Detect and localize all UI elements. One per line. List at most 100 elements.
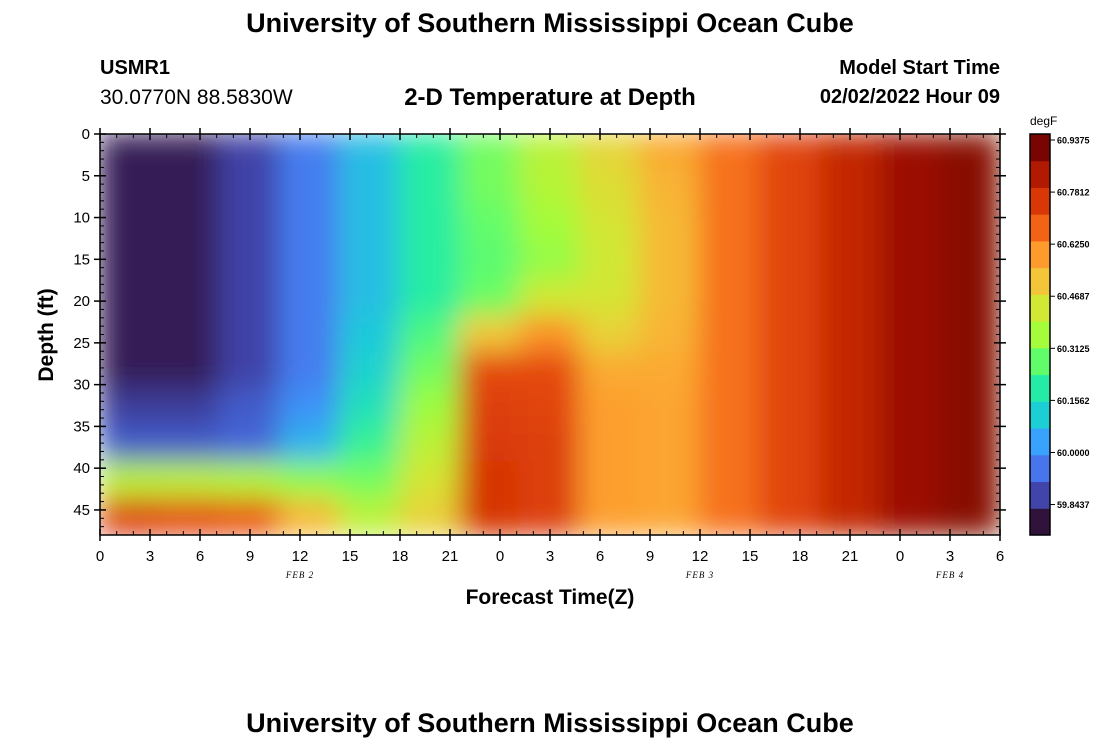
heatmap-cell [100, 497, 161, 535]
x-axis-label: Forecast Time(Z) [466, 586, 635, 609]
model-start-time: 02/02/2022 Hour 09 [819, 86, 1000, 108]
heatmap-cell [939, 134, 1000, 172]
y-tick-label: 10 [73, 210, 90, 227]
colorbar-swatch [1030, 240, 1050, 269]
heatmap-cell [879, 205, 941, 245]
heatmap-cell [219, 497, 281, 535]
heatmap-cell [639, 134, 701, 172]
chart-title: University of Southern Mississippi Ocean… [246, 8, 854, 38]
x-tick-label: 15 [342, 548, 359, 565]
colorbar-label: 60.3125 [1057, 344, 1090, 354]
colorbar-frame [1029, 133, 1051, 536]
heatmap-cell [339, 497, 401, 535]
heatmap-cell [639, 278, 701, 318]
heatmap-cell [939, 205, 1000, 245]
x-tick-label: 0 [896, 548, 904, 565]
heatmap-cell [759, 169, 821, 208]
heatmap-cell [879, 134, 941, 172]
heatmap-cell [639, 351, 701, 391]
heatmap-cell [459, 497, 521, 535]
heatmap-cell [759, 205, 821, 245]
heatmap-cell [159, 388, 221, 427]
heatmap-cell [639, 388, 701, 427]
heatmap-cell [699, 242, 761, 281]
y-axis-label: Depth (ft) [35, 288, 58, 381]
footer-title: University of Southern Mississippi Ocean… [246, 708, 854, 738]
heatmap-cell [699, 169, 761, 208]
colorbar-label: 60.6250 [1057, 240, 1090, 250]
heatmap-cell [279, 205, 341, 245]
heatmap-cell [100, 205, 161, 245]
heatmap-cell [519, 497, 581, 535]
y-tick-label: 30 [73, 377, 90, 394]
heatmap-cell [399, 315, 461, 354]
heatmap-cell [699, 205, 761, 245]
y-tick-label: 25 [73, 335, 90, 352]
heatmap-cell [639, 169, 701, 208]
heatmap-cell [939, 278, 1000, 318]
heatmap-cell [159, 424, 221, 464]
heatmap-cell [100, 351, 161, 391]
heatmap-cell [639, 497, 701, 535]
colorbar-swatch [1030, 374, 1050, 402]
colorbar-swatch [1030, 321, 1050, 349]
heatmap-cell [519, 351, 581, 391]
heatmap-cell [819, 134, 881, 172]
heatmap-cell [579, 205, 641, 245]
x-tick-label: 0 [496, 548, 504, 565]
heatmap-cell [459, 315, 521, 354]
heatmap-cell [219, 351, 281, 391]
heatmap-cell [819, 497, 881, 535]
x-tick-label: 18 [792, 548, 809, 565]
heatmap-cell [399, 424, 461, 464]
heatmap-cell [879, 278, 941, 318]
heatmap-cell [100, 424, 161, 464]
heatmap-cell [819, 242, 881, 281]
heatmap-cell [219, 461, 281, 500]
model-start-label: Model Start Time [839, 57, 1000, 79]
x-tick-label: 9 [246, 548, 254, 565]
colorbar-swatch [1030, 481, 1050, 509]
heatmap-cell [699, 424, 761, 464]
x-tick-label: 6 [596, 548, 604, 565]
heatmap-cell [459, 388, 521, 427]
heatmap-cell [459, 205, 521, 245]
heatmap-cell [219, 169, 281, 208]
heatmap-cell [939, 461, 1000, 500]
heatmap-cell [219, 388, 281, 427]
heatmap-cell [699, 461, 761, 500]
colorbar-swatch [1030, 401, 1050, 429]
heatmap-cell [399, 497, 461, 535]
heatmap-cell [339, 461, 401, 500]
heatmap-cell [519, 205, 581, 245]
station-id: USMR1 [100, 57, 171, 79]
heatmap-cell [819, 461, 881, 500]
heatmap-cell [819, 315, 881, 354]
heatmap-cell [579, 351, 641, 391]
heatmap-cell [699, 278, 761, 318]
heatmap-cell [159, 278, 221, 318]
heatmap-cell [939, 315, 1000, 354]
heatmap-cell [339, 278, 401, 318]
heatmap-cell [519, 134, 581, 172]
x-tick-label: 9 [646, 548, 654, 565]
heatmap-cell [339, 169, 401, 208]
colorbar-label: 60.4687 [1057, 292, 1090, 302]
heatmap-cell [939, 424, 1000, 464]
heatmap-cell [279, 388, 341, 427]
heatmap-cell [879, 461, 941, 500]
heatmap-cell [879, 351, 941, 391]
x-tick-label: 6 [996, 548, 1004, 565]
heatmap-cell [699, 497, 761, 535]
heatmap-cell [759, 461, 821, 500]
heatmap-cell [699, 134, 761, 172]
heatmap-cell [819, 205, 881, 245]
heatmap-cell [279, 497, 341, 535]
heatmap-cell [399, 242, 461, 281]
y-tick-label: 0 [82, 126, 90, 143]
heatmap-cell [339, 205, 401, 245]
heatmap-cell [519, 169, 581, 208]
heatmap-cell [100, 315, 161, 354]
heatmap-cell [279, 134, 341, 172]
heatmap-cell [639, 424, 701, 464]
